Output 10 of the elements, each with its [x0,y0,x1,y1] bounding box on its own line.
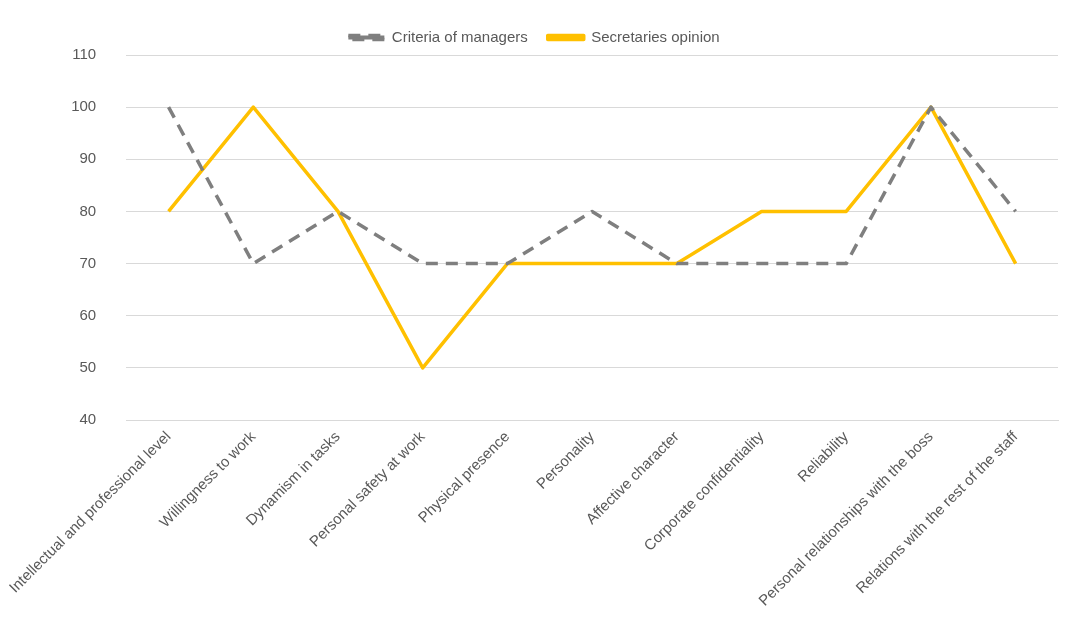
y-tick-label: 90 [79,149,97,167]
y-tick-label: 50 [79,358,97,376]
legend-label: Criteria of managers [391,27,528,45]
y-tick-label: 80 [79,201,97,219]
legend-label: Secretaries opinion [591,27,720,45]
y-tick-label: 60 [79,305,97,323]
y-tick-label: 110 [72,45,97,63]
y-tick-label: 40 [79,410,97,428]
y-tick-label: 70 [79,253,97,271]
y-tick-label: 100 [71,97,97,115]
